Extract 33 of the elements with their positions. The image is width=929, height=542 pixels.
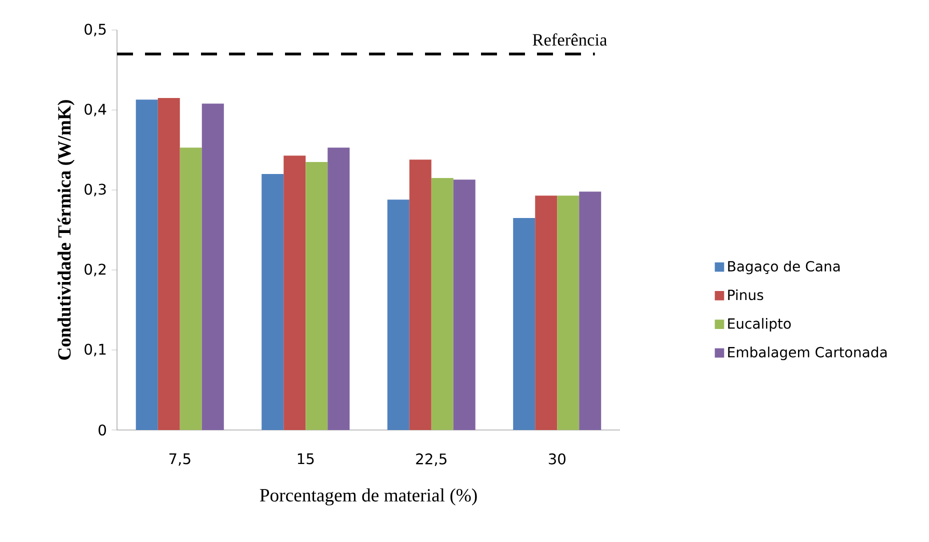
- x-tick-label: 7,5: [169, 453, 190, 466]
- x-axis-title: Porcentagem de material (%): [260, 488, 477, 506]
- x-tick-label: 15: [298, 453, 314, 464]
- y-tick-label: 0: [98, 424, 106, 436]
- bar: [453, 180, 476, 430]
- bar: [387, 200, 410, 430]
- bar: [202, 104, 224, 430]
- x-tick-label: 30: [548, 453, 566, 464]
- ref-line-label: Referência: [532, 33, 608, 46]
- bar: [328, 148, 350, 430]
- bar: [535, 196, 558, 430]
- y-tick-label: 0,2: [84, 264, 106, 276]
- bar: [579, 192, 602, 430]
- bar: [557, 196, 580, 430]
- y-axis-title: Condutividade Térmica (W/mK): [58, 100, 74, 360]
- y-tick-label: 0,5: [84, 24, 106, 36]
- bar: [431, 178, 454, 430]
- bar: [409, 160, 432, 430]
- bar: [306, 162, 328, 430]
- y-tick-label: 0,4: [84, 104, 106, 116]
- bar: [284, 156, 306, 430]
- x-tick-label: 22,5: [416, 453, 446, 466]
- bar: [262, 174, 284, 430]
- legend-label: Bagaço de Cana: [728, 260, 840, 274]
- bar: [513, 218, 536, 430]
- legend-label: Eucalipto: [728, 318, 791, 332]
- bar: [158, 98, 180, 430]
- bar: [136, 100, 158, 430]
- legend-label: Pinus: [728, 289, 764, 300]
- legend-label: Embalagem Cartonada: [728, 346, 887, 360]
- bar: [180, 148, 202, 430]
- y-tick-label: 0,3: [84, 184, 106, 196]
- y-tick-label: 0,1: [84, 344, 106, 356]
